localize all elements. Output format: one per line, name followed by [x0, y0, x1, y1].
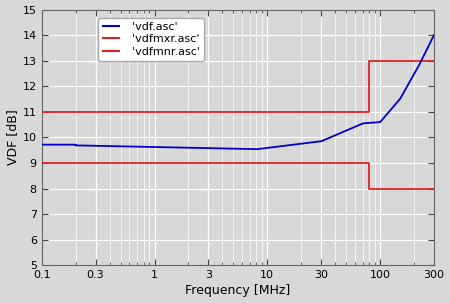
Y-axis label: VDF [dB]: VDF [dB]: [5, 110, 18, 165]
X-axis label: Frequency [MHz]: Frequency [MHz]: [185, 285, 290, 298]
Legend:   'vdf.asc',   'vdfmxr.asc',   'vdfmnr.asc': 'vdf.asc', 'vdfmxr.asc', 'vdfmnr.asc': [98, 18, 204, 61]
